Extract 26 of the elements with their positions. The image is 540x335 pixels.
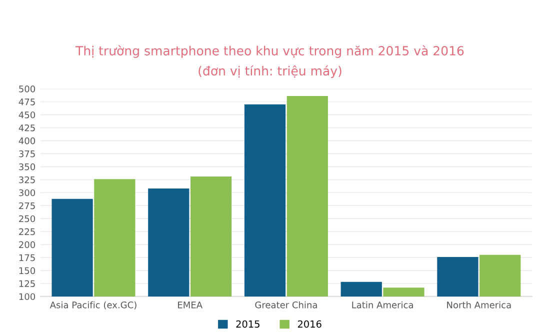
y-tick-label: 350 xyxy=(19,163,36,170)
x-tick-label: EMEA xyxy=(178,302,202,308)
y-tick-label: 150 xyxy=(19,267,36,274)
legend-label: 2016 xyxy=(298,320,322,328)
chart-title: Thị trường smartphone theo khu vực trong năm 2015 và 2016 xyxy=(76,45,464,58)
y-tick-label: 100 xyxy=(19,293,36,300)
y-tick-label: 425 xyxy=(18,124,35,132)
y-tick-label: 475 xyxy=(18,98,35,106)
y-tick-label: 325 xyxy=(19,176,35,184)
y-tick-label: 125 xyxy=(19,280,35,288)
x-tick-label: Greater China xyxy=(255,301,317,308)
y-tick-label: 450 xyxy=(18,111,36,118)
y-tick-label: 200 xyxy=(19,241,36,248)
x-tick-label: North America xyxy=(447,301,511,308)
y-tick-label: 175 xyxy=(19,254,35,262)
y-tick-label: 225 xyxy=(19,228,35,236)
y-tick-label: 250 xyxy=(19,215,36,222)
y-tick-label: 500 xyxy=(19,86,36,92)
y-tick-label: 300 xyxy=(19,189,36,196)
chart-subtitle: (đơn vị tính: triệu máy) xyxy=(198,65,342,78)
legend-label: 2015 xyxy=(236,320,260,328)
y-tick-label: 375 xyxy=(19,150,35,158)
y-tick-label: 400 xyxy=(18,137,36,144)
x-tick-label: Asia Pacific (ex.GC) xyxy=(50,301,136,310)
y-tick-label: 275 xyxy=(19,202,35,210)
x-tick-label: Latin America xyxy=(352,301,413,308)
